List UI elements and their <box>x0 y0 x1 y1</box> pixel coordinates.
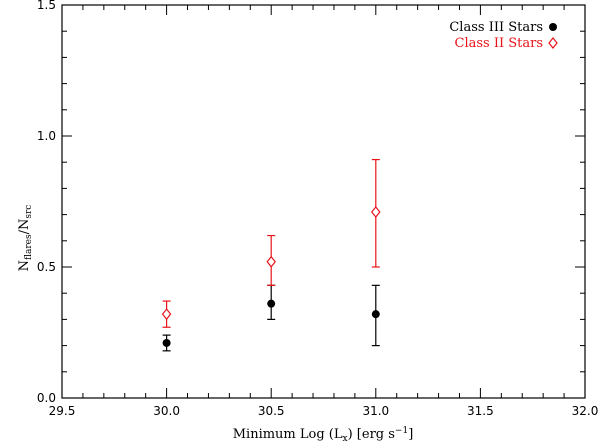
data-point-class-iii-stars <box>267 299 276 308</box>
x-tick-label: 31.5 <box>467 404 494 418</box>
y-tick-label: 0.0 <box>37 391 56 405</box>
data-marks <box>161 158 381 352</box>
data-point-class-ii-stars <box>161 308 172 321</box>
y-axis-label: Nflares/Nsrc <box>17 205 34 272</box>
legend-label-class-iii: Class III Stars <box>449 20 543 35</box>
axis-ticks <box>61 4 586 399</box>
data-point-class-iii-stars <box>371 310 380 319</box>
legend-label-class-ii: Class II Stars <box>455 36 544 51</box>
tick-labels: 29.5 30.0 30.5 31.0 31.5 32.0 0.0 0.5 1.0 1.5 <box>37 0 598 418</box>
y-tick-label: 0.5 <box>37 260 56 274</box>
data-point-class-iii-stars <box>162 338 171 347</box>
data-point-class-ii-stars <box>266 255 276 268</box>
legend: Class III Stars Class II Stars <box>449 20 558 51</box>
plot-frame <box>61 4 586 399</box>
x-tick-label: 29.5 <box>49 404 76 418</box>
data-point-class-ii-stars <box>371 206 381 218</box>
legend-marker-class-iii <box>549 23 557 31</box>
x-tick-label: 30.0 <box>153 404 180 418</box>
y-tick-label: 1.5 <box>37 0 56 12</box>
y-tick-label: 1.0 <box>37 129 56 143</box>
x-axis-label: Minimum Log (Lx) [erg s−1] <box>233 426 414 444</box>
x-tick-label: 32.0 <box>572 404 599 418</box>
legend-marker-class-ii <box>548 37 558 49</box>
x-tick-label: 31.0 <box>362 404 389 418</box>
x-tick-label: 30.5 <box>258 404 285 418</box>
